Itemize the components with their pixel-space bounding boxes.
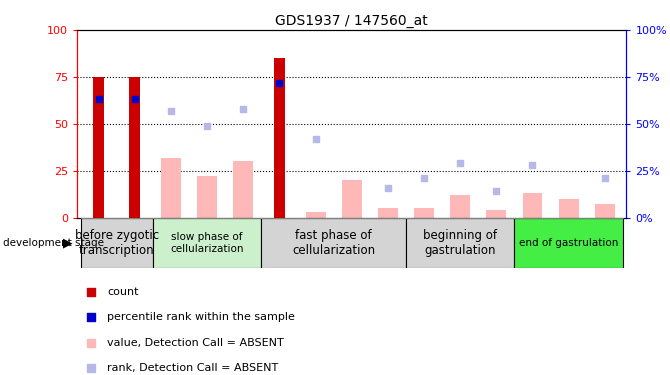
- Point: [86, 340, 96, 346]
- Bar: [161, 158, 181, 218]
- Text: ▶: ▶: [63, 237, 72, 249]
- Text: rank, Detection Call = ABSENT: rank, Detection Call = ABSENT: [107, 363, 279, 373]
- Text: beginning of
gastrulation: beginning of gastrulation: [423, 229, 497, 257]
- Bar: [233, 161, 253, 218]
- Bar: [406, 217, 515, 268]
- Text: development stage: development stage: [3, 238, 105, 248]
- Bar: [515, 217, 623, 268]
- Bar: [189, 217, 225, 219]
- Bar: [559, 199, 579, 217]
- Bar: [334, 217, 370, 219]
- Point: [310, 136, 321, 142]
- Text: end of gastrulation: end of gastrulation: [519, 238, 618, 248]
- Bar: [153, 217, 189, 219]
- Bar: [414, 208, 434, 218]
- Bar: [406, 217, 442, 219]
- Point: [491, 188, 502, 194]
- Point: [274, 80, 285, 86]
- Point: [86, 289, 96, 295]
- Point: [202, 123, 212, 129]
- Bar: [478, 217, 515, 219]
- Point: [129, 96, 140, 102]
- Bar: [129, 77, 140, 218]
- Bar: [93, 77, 104, 218]
- Bar: [515, 217, 551, 219]
- Point: [455, 160, 466, 166]
- Bar: [442, 217, 478, 219]
- Point: [600, 175, 610, 181]
- Bar: [274, 58, 285, 217]
- Bar: [80, 217, 153, 268]
- Point: [383, 184, 393, 190]
- Bar: [342, 180, 362, 218]
- Point: [527, 162, 538, 168]
- Bar: [261, 217, 297, 219]
- Bar: [370, 217, 406, 219]
- Bar: [306, 212, 326, 217]
- Bar: [197, 176, 217, 218]
- Text: value, Detection Call = ABSENT: value, Detection Call = ABSENT: [107, 338, 284, 348]
- Text: count: count: [107, 287, 139, 297]
- Point: [419, 175, 429, 181]
- Bar: [450, 195, 470, 217]
- Text: percentile rank within the sample: percentile rank within the sample: [107, 312, 295, 322]
- Bar: [587, 217, 623, 219]
- Point: [86, 314, 96, 320]
- Bar: [225, 217, 261, 219]
- Bar: [80, 217, 117, 219]
- Bar: [378, 208, 398, 218]
- Text: before zygotic
transcription: before zygotic transcription: [75, 229, 159, 257]
- Text: slow phase of
cellularization: slow phase of cellularization: [170, 232, 244, 254]
- Bar: [117, 217, 153, 219]
- Bar: [297, 217, 334, 219]
- Bar: [551, 217, 587, 219]
- Point: [93, 96, 104, 102]
- Bar: [595, 204, 614, 218]
- Text: fast phase of
cellularization: fast phase of cellularization: [292, 229, 375, 257]
- Title: GDS1937 / 147560_at: GDS1937 / 147560_at: [275, 13, 428, 28]
- Point: [86, 365, 96, 371]
- Bar: [523, 193, 543, 217]
- Bar: [261, 217, 406, 268]
- Point: [165, 108, 176, 114]
- Bar: [486, 210, 507, 218]
- Bar: [153, 217, 261, 268]
- Point: [238, 106, 249, 112]
